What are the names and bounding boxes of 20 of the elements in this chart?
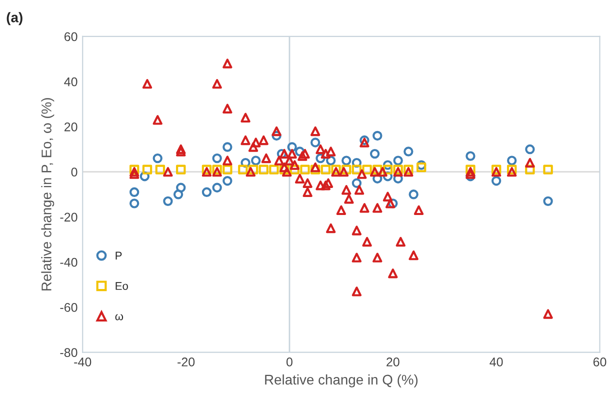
y-tick-label: 0 <box>71 168 78 176</box>
y-axis-title: Relative change in P, Eo, ω (%) <box>41 98 54 290</box>
x-tick-label: 20 <box>386 358 400 366</box>
y-tick-label: 60 <box>64 32 78 42</box>
x-tick-label: 0 <box>286 358 292 366</box>
x-tick-label: -40 <box>74 358 92 366</box>
x-tick-label: -20 <box>178 358 195 366</box>
y-tick-label: 20 <box>64 122 78 132</box>
legend-label: P <box>116 252 122 260</box>
y-tick-label: -60 <box>60 303 78 312</box>
x-axis-title: Relative change in Q (%) <box>265 374 418 388</box>
legend-label: Eo <box>116 282 128 290</box>
chart-title: (a) <box>6 12 22 26</box>
legend-label: ω <box>115 314 124 320</box>
y-tick-label: -20 <box>60 212 78 222</box>
x-tick-label: 60 <box>593 358 606 366</box>
x-tick-label: 40 <box>490 358 503 366</box>
y-tick-label: -40 <box>60 258 78 267</box>
y-tick-label: 40 <box>64 77 78 86</box>
y-tick-label: -80 <box>60 348 78 357</box>
